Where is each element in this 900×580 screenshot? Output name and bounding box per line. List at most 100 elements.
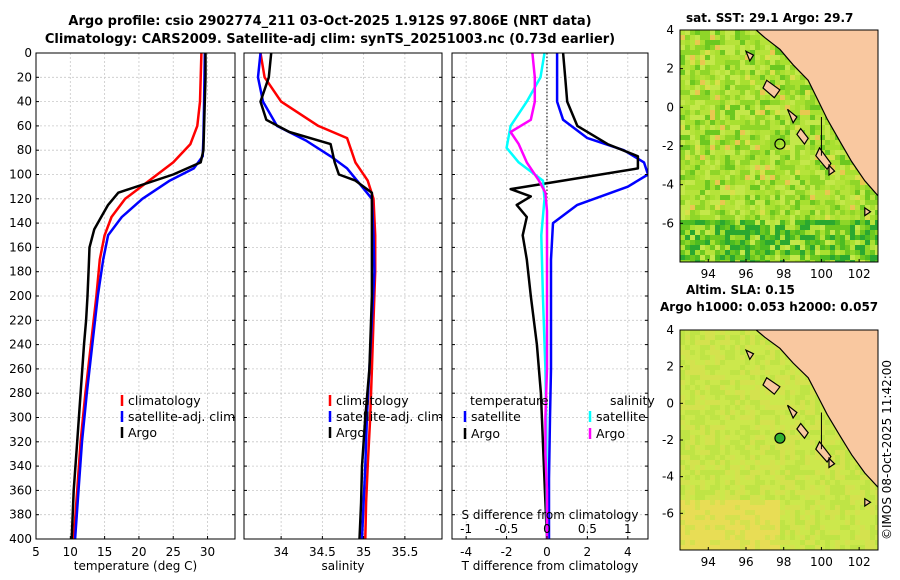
land-island	[815, 440, 832, 463]
map-cell	[730, 430, 735, 435]
map-cell	[745, 90, 750, 95]
map-cell	[795, 400, 800, 405]
map-cell	[790, 455, 795, 460]
map-cell	[850, 215, 855, 220]
map-cell	[780, 180, 785, 185]
map-cell	[700, 205, 705, 210]
map-cell	[780, 385, 785, 390]
map-cell	[685, 30, 690, 35]
map-cell	[700, 90, 705, 95]
map-cell	[860, 180, 865, 185]
map-cell	[785, 245, 790, 250]
map-cell	[845, 185, 850, 190]
x2-tick-label: 0	[543, 522, 551, 536]
map-cell	[810, 485, 815, 490]
map-cell	[750, 525, 755, 530]
map-cell	[680, 90, 685, 95]
map-cell	[790, 365, 795, 370]
map-cell	[780, 155, 785, 160]
map-cell	[735, 430, 740, 435]
map-cell	[840, 255, 845, 260]
map-cell	[785, 500, 790, 505]
map-cell	[780, 185, 785, 190]
map-cell	[825, 240, 830, 245]
map-cell	[685, 400, 690, 405]
map-cell	[740, 470, 745, 475]
map-cell	[870, 495, 875, 500]
map-cell	[875, 545, 878, 550]
map-cell	[740, 45, 745, 50]
map-cell	[750, 90, 755, 95]
map-cell	[755, 220, 760, 225]
map-cell	[690, 230, 695, 235]
map-cell	[830, 135, 835, 140]
map-cell	[805, 105, 810, 110]
map-cell	[780, 100, 785, 105]
map-cell	[810, 495, 815, 500]
map-cell	[705, 515, 710, 520]
map-cell	[685, 385, 690, 390]
map-cell	[750, 535, 755, 540]
map-cell	[775, 520, 780, 525]
legend-title-salinity: salinity	[610, 393, 655, 408]
map-cell	[735, 355, 740, 360]
map-cell	[765, 445, 770, 450]
map-cell	[760, 95, 765, 100]
map-cell	[735, 425, 740, 430]
map-cell	[875, 205, 878, 210]
map-cell	[690, 420, 695, 425]
map-cell	[825, 200, 830, 205]
map-cell	[730, 240, 735, 245]
map-lon-label: 100	[810, 267, 833, 281]
map-cell	[825, 260, 830, 262]
map-cell	[750, 100, 755, 105]
map-cell	[705, 365, 710, 370]
map-cell	[820, 200, 825, 205]
map-cell	[750, 500, 755, 505]
map-cell	[690, 460, 695, 465]
map-cell	[870, 235, 875, 240]
map-cell	[775, 500, 780, 505]
map-cell	[720, 255, 725, 260]
map-cell	[695, 445, 700, 450]
map-cell	[815, 250, 820, 255]
map-cell	[700, 230, 705, 235]
map-cell	[735, 110, 740, 115]
map-cell	[730, 390, 735, 395]
map-cell	[700, 185, 705, 190]
map-cell	[855, 185, 860, 190]
map-cell	[805, 250, 810, 255]
map-cell	[755, 415, 760, 420]
legend-label: Argo	[336, 425, 365, 440]
map-cell	[760, 435, 765, 440]
map-cell	[680, 545, 685, 550]
map-cell	[780, 225, 785, 230]
map-cell	[725, 475, 730, 480]
map-cell	[720, 415, 725, 420]
map-cell	[705, 115, 710, 120]
map-cell	[725, 85, 730, 90]
map-cell	[780, 480, 785, 485]
map-cell	[795, 125, 800, 130]
map-cell	[740, 210, 745, 215]
map-cell	[715, 385, 720, 390]
map-cell	[720, 50, 725, 55]
map-cell	[770, 245, 775, 250]
map-cell	[795, 450, 800, 455]
map-cell	[850, 240, 855, 245]
map-cell	[785, 510, 790, 515]
map-cell	[745, 505, 750, 510]
map-cell	[690, 440, 695, 445]
map-cell	[700, 350, 705, 355]
map-cell	[820, 465, 825, 470]
map-cell	[730, 70, 735, 75]
map-cell	[680, 50, 685, 55]
map-cell	[705, 105, 710, 110]
map-cell	[710, 95, 715, 100]
map-cell	[690, 390, 695, 395]
map-cell	[860, 230, 865, 235]
map-cell	[690, 205, 695, 210]
map-cell	[720, 245, 725, 250]
map-cell	[715, 460, 720, 465]
map-cell	[685, 90, 690, 95]
